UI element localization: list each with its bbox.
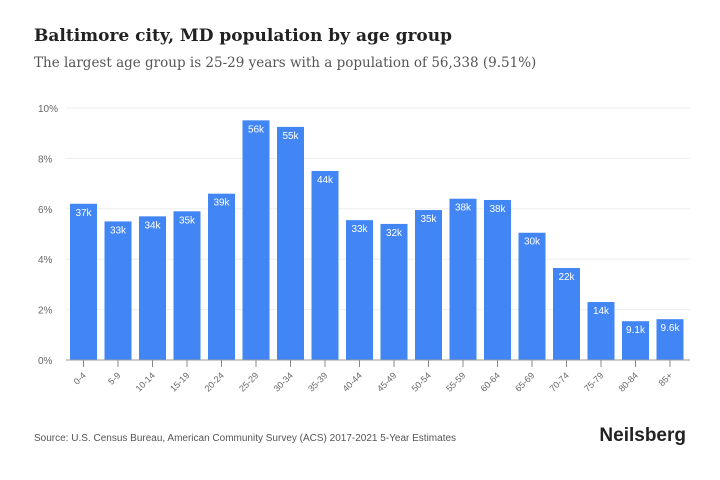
x-tick-label: 40-44 xyxy=(341,370,364,393)
x-tick-label: 70-74 xyxy=(548,370,571,393)
chart-subtitle: The largest age group is 25-29 years wit… xyxy=(34,55,537,71)
data-label: 30k xyxy=(524,237,541,248)
x-tick-label: 10-14 xyxy=(134,370,157,393)
data-label: 22k xyxy=(558,272,575,283)
data-label: 32k xyxy=(386,228,403,239)
data-label: 38k xyxy=(455,203,472,214)
bar xyxy=(208,193,235,360)
x-tick-label: 15-19 xyxy=(168,370,191,393)
x-tick-label: 5-9 xyxy=(106,370,122,386)
y-tick-label: 2% xyxy=(38,306,53,317)
data-label: 39k xyxy=(213,198,230,209)
bar xyxy=(622,321,649,360)
data-label: 44k xyxy=(317,175,334,186)
bar xyxy=(656,319,684,360)
data-label: 56k xyxy=(248,124,265,135)
x-tick-label: 25-29 xyxy=(237,370,260,393)
bar xyxy=(104,221,132,360)
y-tick-label: 8% xyxy=(38,154,53,165)
data-label: 33k xyxy=(110,225,127,236)
x-tick-label: 60-64 xyxy=(479,370,502,393)
y-tick-label: 0% xyxy=(38,356,53,367)
x-tick-label: 55-59 xyxy=(444,370,467,393)
x-tick-label: 65-69 xyxy=(513,370,536,393)
bar xyxy=(380,223,408,360)
bar xyxy=(484,199,511,360)
x-tick-label: 80-84 xyxy=(617,370,640,393)
bar xyxy=(346,220,373,360)
data-label: 33k xyxy=(351,224,368,235)
x-tick-label: 0-4 xyxy=(72,370,88,386)
bar xyxy=(415,210,442,360)
data-label: 55k xyxy=(282,131,299,142)
y-tick-label: 4% xyxy=(38,255,53,266)
x-tick-label: 75-79 xyxy=(582,370,605,393)
data-label: 34k xyxy=(144,220,161,231)
bar xyxy=(449,198,477,360)
y-tick-label: 6% xyxy=(38,205,53,216)
data-label: 35k xyxy=(179,215,196,226)
data-label: 9.6k xyxy=(661,323,681,334)
bar xyxy=(242,120,270,361)
bar xyxy=(518,232,546,360)
data-label: 35k xyxy=(420,214,437,225)
neilsberg-logo: Neilsberg xyxy=(599,425,686,446)
data-label: 9.1k xyxy=(626,325,646,336)
bar xyxy=(70,203,97,360)
bar xyxy=(311,171,339,360)
bar xyxy=(277,126,304,361)
data-label: 14k xyxy=(593,306,610,317)
x-tick-label: 45-49 xyxy=(375,370,398,393)
source-note: Source: U.S. Census Bureau, American Com… xyxy=(34,433,457,444)
x-tick-label: 35-39 xyxy=(306,370,329,393)
bar xyxy=(553,268,580,360)
y-tick-label: 10% xyxy=(38,104,58,115)
data-label: 38k xyxy=(489,204,506,215)
chart-title: Baltimore city, MD population by age gro… xyxy=(34,26,453,46)
x-tick-label: 30-34 xyxy=(272,370,295,393)
x-tick-label: 20-24 xyxy=(203,370,226,393)
bar xyxy=(587,302,615,360)
x-tick-label: 50-54 xyxy=(410,370,433,393)
x-tick-label: 85+ xyxy=(657,370,675,388)
bar xyxy=(139,216,166,360)
data-label: 37k xyxy=(75,208,92,219)
bar xyxy=(173,211,201,360)
